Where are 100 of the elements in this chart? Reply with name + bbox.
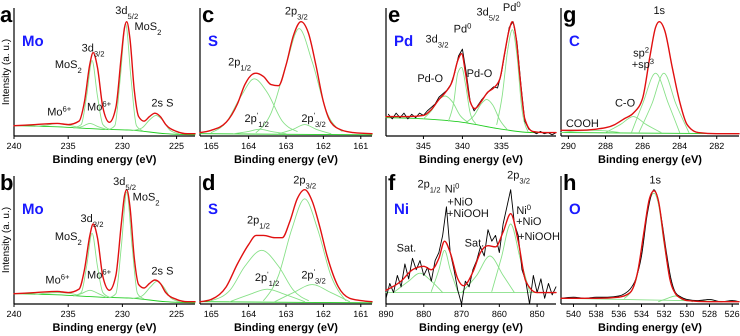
x-tick-label: 163 [278, 309, 294, 319]
x-axis-title: Binding energy (eV) [52, 322, 157, 334]
x-tick-label: 536 [611, 309, 626, 319]
annotation: Ni$^{0}$ [516, 202, 532, 217]
x-tick-label: 164 [241, 141, 256, 151]
x-tick-label: 530 [679, 309, 694, 319]
x-axis-title: Binding energy (eV) [598, 154, 702, 166]
text: C [569, 33, 580, 50]
x-tick-label: 284 [672, 141, 688, 151]
annotation: +NiO [516, 216, 542, 228]
x-axis-title: Binding energy (eV) [52, 154, 157, 166]
x-axis-title: Binding energy (eV) [419, 322, 524, 334]
x-tick-label: 880 [416, 309, 432, 319]
annotation: 2p$_{1/2}$ [228, 56, 252, 72]
text: S [208, 33, 218, 50]
annotation: Mo$^{6+}$ [45, 272, 70, 287]
y-axis-title: Intensity (a. u.) [1, 206, 12, 274]
text: Pd [394, 33, 414, 50]
x-tick-label: 290 [560, 141, 576, 151]
x-tick-label: 538 [588, 309, 604, 319]
annotation: 2s S [151, 98, 174, 110]
y-axis-title: Intensity (a. u.) [1, 38, 12, 106]
annotation: C-O [614, 98, 636, 110]
x-tick-label: 225 [169, 309, 184, 319]
annotation: sp$^{2}$ [633, 45, 650, 60]
annotation: Mo$^{6+}$ [87, 266, 112, 282]
annotation: 2p$_{1/2}$ [418, 178, 440, 194]
x-axis-title: Binding energy (eV) [234, 154, 338, 166]
x-tick-label: 162 [316, 309, 331, 319]
annotation: Pd-O [417, 73, 444, 86]
x-axis-title: Binding energy (eV) [598, 322, 702, 334]
chart-title: h [563, 170, 576, 195]
annotation: 3d$_{3/2}$ [82, 42, 105, 58]
x-tick-label: 870 [454, 309, 470, 319]
annotation: Pd$^{0}$ [454, 20, 472, 36]
text: Mo [22, 33, 44, 50]
chart-title: a [0, 2, 13, 27]
x-tick-label: 286 [635, 141, 650, 151]
annotation: +NiOOH [447, 208, 489, 220]
annotation: Sat. [464, 237, 484, 250]
annotation: Mo$^{6+}$ [87, 98, 112, 114]
x-tick-label: 534 [634, 309, 650, 319]
chart-title: b [0, 170, 14, 195]
x-tick-label: 540 [566, 309, 581, 319]
x-tick-label: 282 [709, 141, 724, 151]
annotation: 2p$_{1/2}$ [247, 214, 270, 230]
chart-title: g [563, 2, 576, 27]
x-tick-label: 161 [353, 141, 368, 151]
text: 1s [649, 174, 662, 187]
annotation: 2s S [151, 266, 174, 278]
annotation: 3d$_{5/2}$ [113, 176, 136, 192]
text: 2p$_{3/2}$ [284, 5, 308, 21]
x-tick-label: 532 [656, 309, 672, 319]
x-tick-label: 235 [60, 141, 76, 151]
x-tick-label: 860 [492, 309, 507, 319]
annotation: MoS$_{2}$ [134, 20, 162, 36]
annotation: COOH [566, 118, 599, 130]
x-tick-label: 240 [6, 309, 22, 319]
x-tick-label: 240 [6, 141, 22, 151]
x-axis-title: Binding energy (eV) [419, 154, 524, 166]
annotation: +NiOOH [518, 231, 560, 243]
text: S [208, 201, 218, 218]
text: Mo [22, 201, 44, 218]
x-tick-label: 165 [204, 141, 219, 151]
x-tick-label: 526 [724, 309, 740, 319]
text: O [569, 201, 581, 218]
x-tick-label: 340 [454, 141, 470, 151]
x-tick-label: 345 [416, 141, 431, 151]
annotation: 3d$_{3/2}$ [426, 34, 448, 50]
annotation: MoS$_{2}$ [132, 191, 160, 207]
x-tick-label: 230 [114, 141, 130, 151]
text: Pd$^{0}$ [502, 0, 521, 14]
text: 2p$_{3/2}$ [293, 174, 316, 190]
x-axis-title: Binding energy (eV) [234, 322, 338, 334]
x-tick-label: 164 [241, 309, 256, 319]
annotation: 3d$_{5/2}$ [476, 6, 500, 22]
annotation: MoS$_{2}$ [54, 59, 82, 75]
chart-title: c [202, 2, 214, 27]
x-tick-label: 162 [316, 141, 331, 151]
annotation: Sat. [396, 242, 416, 255]
chart-title: e [388, 2, 400, 27]
x-tick-label: 225 [169, 141, 184, 151]
x-tick-label: 850 [530, 309, 545, 319]
chart-title: f [388, 170, 396, 195]
x-tick-label: 528 [702, 309, 718, 319]
annotation: Mo$^{6+}$ [47, 104, 72, 119]
text: 3d$_{5/2}$ [115, 4, 138, 20]
text: 2p$_{3/2}$ [507, 170, 530, 186]
x-tick-label: 890 [378, 309, 394, 319]
annotation: MoS$_{2}$ [54, 231, 82, 246]
annotation: Pd-O [466, 68, 493, 80]
annotation: +NiO [447, 196, 474, 208]
x-tick-label: 335 [494, 141, 509, 151]
annotation: Ni$^{0}$ [444, 181, 460, 196]
x-tick-label: 230 [114, 309, 130, 319]
annotation: 3d$_{3/2}$ [80, 213, 104, 229]
text: 1s [653, 4, 666, 17]
chart-title: d [202, 170, 216, 195]
text: Ni [394, 201, 409, 218]
x-tick-label: 165 [204, 309, 219, 319]
